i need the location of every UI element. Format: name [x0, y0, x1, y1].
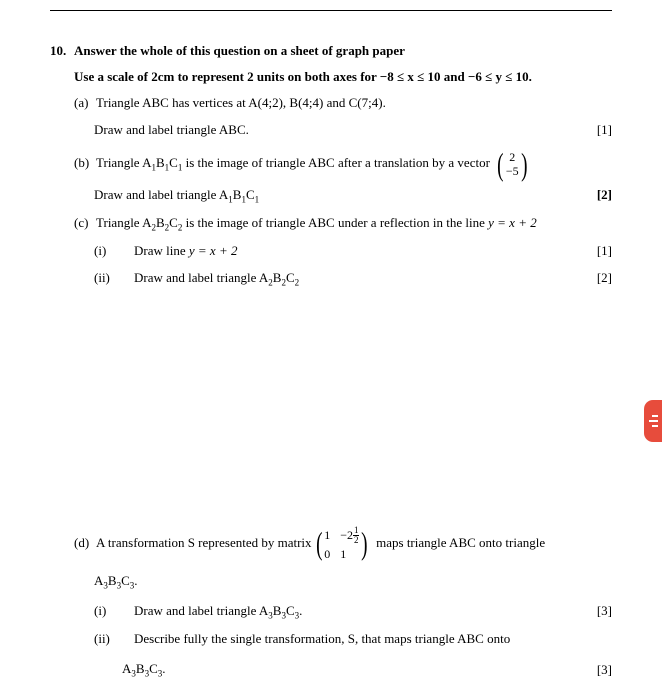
- part-a-text: Triangle ABC has vertices at A(4;2), B(4…: [96, 93, 386, 114]
- part-c-i: (i) Draw line y = x + 2 [1]: [50, 241, 612, 262]
- part-b-mark: [2]: [588, 185, 612, 206]
- question-number: 10.: [50, 41, 74, 61]
- scale-line: Use a scale of 2cm to represent 2 units …: [50, 67, 612, 88]
- part-c-ii-mark: [2]: [588, 268, 612, 289]
- part-d-i: (i) Draw and label triangle A3B3C3. [3]: [50, 601, 612, 623]
- part-a-label: (a): [74, 93, 96, 114]
- scale-range: −8 ≤ x ≤ 10 and −6 ≤ y ≤ 10.: [380, 67, 532, 88]
- part-d-a3b3c3: A3B3C3.: [94, 571, 137, 593]
- top-rule: [50, 10, 612, 11]
- part-b-label: (b): [74, 153, 96, 174]
- question-heading: Answer the whole of this question on a s…: [74, 41, 612, 61]
- scale-prefix: Use a scale of 2cm to represent 2 units …: [74, 67, 377, 88]
- part-d-ii-text: Describe fully the single transformation…: [134, 629, 510, 650]
- matrix-icon: ( 1 −2 1 2 0 1 ): [314, 526, 371, 561]
- blank-space: [50, 290, 612, 520]
- part-c-ii-label: (ii): [94, 268, 134, 289]
- question-heading-line: 10. Answer the whole of this question on…: [50, 41, 612, 61]
- part-a-line2: Draw and label triangle ABC. [1]: [50, 120, 612, 141]
- part-c-i-label: (i): [94, 241, 134, 262]
- part-d-i-label: (i): [94, 601, 134, 622]
- part-a-sub: Draw and label triangle ABC.: [94, 120, 249, 141]
- part-d-ii-label: (ii): [94, 629, 134, 650]
- part-d-text: A transformation S represented by matrix…: [96, 526, 545, 561]
- part-a-line1: (a) Triangle ABC has vertices at A(4;2),…: [50, 93, 612, 114]
- part-d-line2: A3B3C3.: [50, 571, 612, 593]
- part-d-i-text: Draw and label triangle A3B3C3.: [134, 601, 302, 623]
- part-a-mark: [1]: [588, 120, 612, 141]
- part-d-i-mark: [3]: [588, 601, 612, 622]
- part-c-ii-text: Draw and label triangle A2B2C2: [134, 268, 299, 290]
- part-d-ii-line1: (ii) Describe fully the single transform…: [50, 629, 612, 650]
- part-c-ii: (ii) Draw and label triangle A2B2C2 [2]: [50, 268, 612, 290]
- part-b-line1: (b) Triangle A1B1C1 is the image of tria…: [50, 149, 612, 179]
- side-tab-icon[interactable]: [644, 400, 662, 442]
- part-b-text: Triangle A1B1C1 is the image of triangle…: [96, 149, 531, 179]
- part-d-ii-mark: [3]: [588, 660, 612, 681]
- vector-icon: ( 2 −5 ): [495, 149, 529, 179]
- part-d-ii-a3b3c3: A3B3C3.: [122, 659, 165, 681]
- part-c-i-mark: [1]: [588, 241, 612, 262]
- part-d-label: (d): [74, 533, 96, 554]
- part-d-ii-line2: A3B3C3. [3]: [50, 659, 612, 681]
- part-c-i-text: Draw line y = x + 2: [134, 241, 237, 262]
- exam-page: 10. Answer the whole of this question on…: [0, 10, 662, 659]
- part-c-text: Triangle A2B2C2 is the image of triangle…: [96, 213, 537, 235]
- part-b-sub: Draw and label triangle A1B1C1: [94, 185, 259, 207]
- part-c-label: (c): [74, 213, 96, 234]
- part-b-line2: Draw and label triangle A1B1C1 [2]: [50, 185, 612, 207]
- part-c-line1: (c) Triangle A2B2C2 is the image of tria…: [50, 213, 612, 235]
- part-d-line1: (d) A transformation S represented by ma…: [50, 526, 612, 561]
